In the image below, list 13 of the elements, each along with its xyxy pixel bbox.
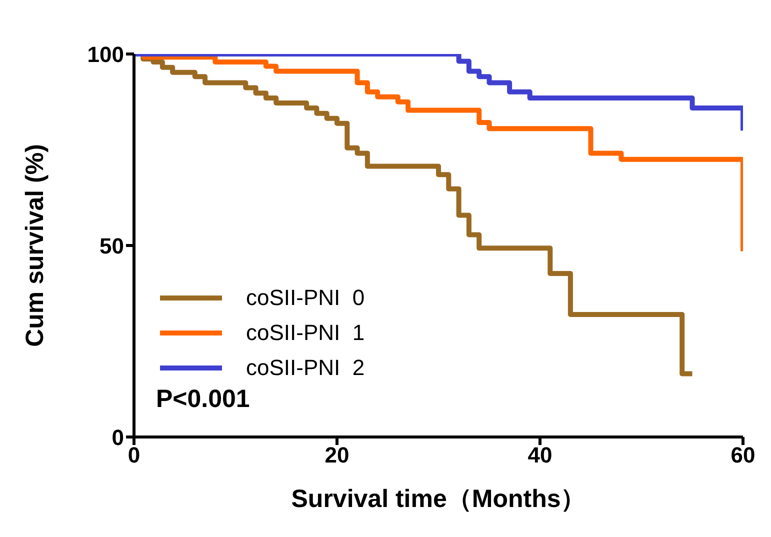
y-tick-label: 50 — [100, 233, 124, 258]
annotation: P<0.001 — [156, 385, 250, 414]
x-tick-label: 20 — [324, 442, 350, 468]
x-tick-label: 40 — [528, 442, 552, 468]
legend-label: coSII-PNI 0 — [246, 284, 365, 310]
legend-label: coSII-PNI 2 — [246, 354, 365, 380]
y-tick-label: 0 — [112, 424, 124, 450]
y-axis-title: Cum survival (%) — [20, 144, 49, 347]
y-tick-label: 100 — [87, 42, 124, 67]
x-tick-label: 60 — [730, 442, 756, 468]
x-tick-label: 0 — [128, 442, 140, 468]
x-axis-title: Survival time（Months） — [291, 485, 586, 513]
legend-label: coSII-PNI 1 — [246, 320, 365, 346]
